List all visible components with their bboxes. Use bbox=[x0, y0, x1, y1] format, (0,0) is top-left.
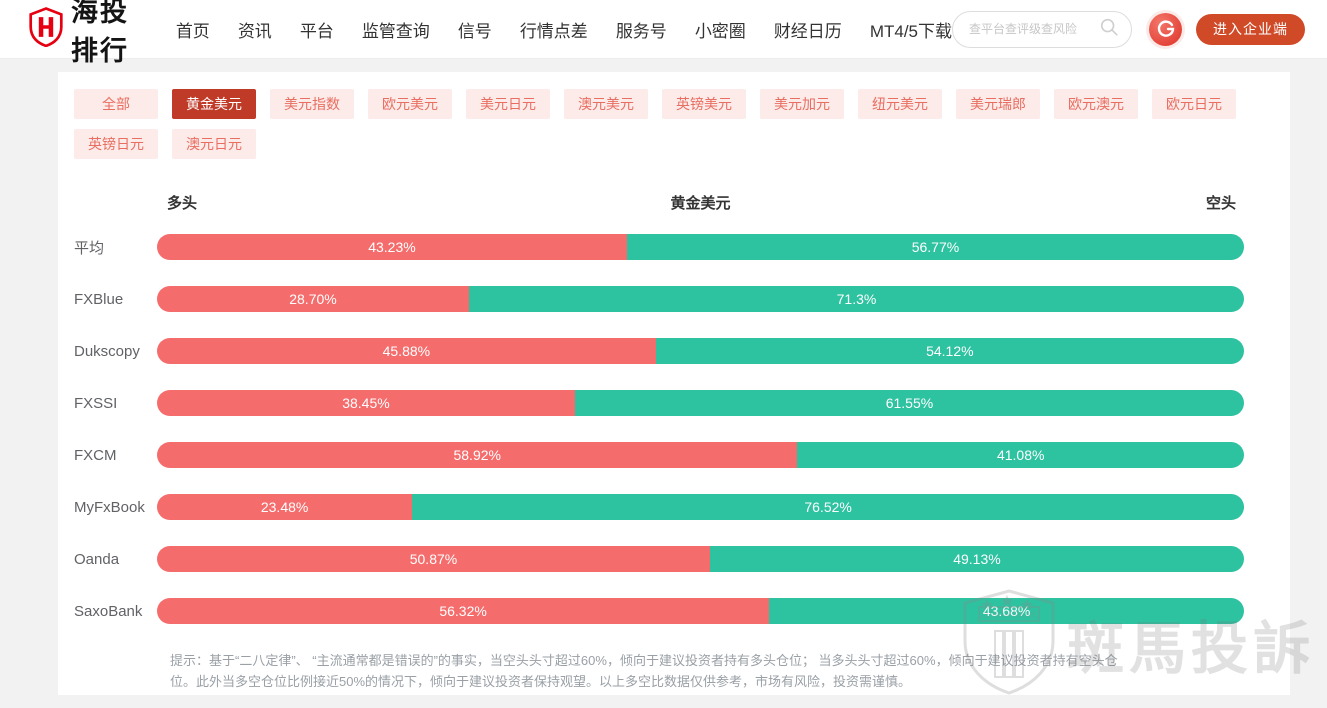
short-segment: 56.77% bbox=[626, 234, 1244, 260]
short-header-label: 空头 bbox=[1205, 195, 1236, 212]
long-segment: 23.48% bbox=[157, 494, 413, 520]
nav-item[interactable]: 信号 bbox=[457, 21, 492, 41]
chart-row: MyFxBook 23.48% 76.52% bbox=[74, 494, 1244, 520]
enter-enterprise-button[interactable]: 进入企业端 bbox=[1196, 13, 1305, 45]
short-segment: 54.12% bbox=[655, 338, 1244, 364]
long-value: 23.48% bbox=[260, 499, 309, 515]
content-card: 全部 黄金美元 美元指数 欧元美元 美元日元 澳元美元 英镑美元 美元加元 纽元美元 美元瑞郎 欧元… bbox=[58, 72, 1290, 695]
long-value: 38.45% bbox=[342, 395, 390, 411]
nav-item[interactable]: 资讯 bbox=[237, 21, 272, 41]
filter-tab[interactable]: 美元加元 bbox=[760, 89, 844, 119]
long-segment: 43.23% bbox=[157, 234, 627, 260]
filter-tab[interactable]: 全部 bbox=[74, 89, 158, 119]
short-segment: 76.52% bbox=[412, 494, 1244, 520]
long-segment: 45.88% bbox=[157, 338, 656, 364]
nav-item[interactable]: 财经日历 bbox=[773, 21, 842, 41]
filter-tab[interactable]: 黄金美元 bbox=[172, 89, 256, 119]
chart-row: FXSSI 38.45% 61.55% bbox=[74, 390, 1244, 416]
broker-label: 平均 bbox=[74, 239, 105, 257]
short-segment: 43.68% bbox=[769, 598, 1244, 624]
nav-item[interactable]: 服务号 bbox=[615, 21, 667, 41]
sentiment-bar: 50.87% 49.13% bbox=[157, 546, 1244, 572]
filter-tabs: 全部 黄金美元 美元指数 欧元美元 美元日元 澳元美元 英镑美元 美元加元 纽元美元 美元瑞郎 欧元… bbox=[58, 72, 1290, 159]
short-value: 71.3% bbox=[836, 291, 877, 307]
sentiment-bar: 43.23% 56.77% bbox=[157, 234, 1244, 260]
nav-item[interactable]: 小密圈 bbox=[694, 21, 746, 41]
long-value: 58.92% bbox=[453, 447, 501, 463]
chart-rows: 平均 43.23% 56.77% FXBlue 28.70% 71.3% Dukscopy 4… bbox=[74, 234, 1244, 624]
chart-header: 多头 黄金美元 空头 bbox=[74, 192, 1244, 212]
short-value: 56.77% bbox=[911, 239, 960, 255]
long-segment: 56.32% bbox=[157, 598, 770, 624]
chart-row: SaxoBank 56.32% 43.68% bbox=[74, 598, 1244, 624]
chart-title: 黄金美元 bbox=[670, 195, 731, 212]
filter-tab[interactable]: 美元日元 bbox=[466, 89, 550, 119]
chart-row: 平均 43.23% 56.77% bbox=[74, 234, 1244, 260]
long-segment: 38.45% bbox=[157, 390, 575, 416]
broker-label: FXCM bbox=[74, 446, 117, 464]
long-segment: 28.70% bbox=[157, 286, 469, 312]
short-value: 54.12% bbox=[926, 343, 974, 359]
sentiment-bar: 45.88% 54.12% bbox=[157, 338, 1244, 364]
broker-label: Dukscopy bbox=[74, 342, 140, 360]
sentiment-bar: 38.45% 61.55% bbox=[157, 390, 1244, 416]
broker-label: FXBlue bbox=[74, 290, 124, 308]
chart-row: FXCM 58.92% 41.08% bbox=[74, 442, 1244, 468]
sentiment-bar: 56.32% 43.68% bbox=[157, 598, 1244, 624]
top-navigation-bar: 海投排行 首页 资讯 平台 监管查询 信号 行情点差 服务号 小密圈 财经日历 MT4/5下载 进… bbox=[0, 0, 1327, 66]
search-icon[interactable] bbox=[1099, 17, 1119, 42]
search-box[interactable] bbox=[952, 10, 1132, 48]
filter-tab[interactable]: 英镑日元 bbox=[74, 129, 158, 159]
long-value: 43.23% bbox=[368, 239, 416, 255]
broker-label: SaxoBank bbox=[74, 602, 143, 620]
chart-row: FXBlue 28.70% 71.3% bbox=[74, 286, 1244, 312]
short-segment: 71.3% bbox=[468, 286, 1244, 312]
long-value: 28.70% bbox=[289, 291, 337, 307]
broker-label: MyFxBook bbox=[74, 498, 145, 516]
short-value: 61.55% bbox=[885, 395, 934, 411]
broker-label: FXSSI bbox=[74, 394, 118, 412]
site-title: 海投排行 bbox=[71, 0, 129, 66]
disclaimer-note: 提示：基于“二八定律”、 “主流通常都是错误的”的事实，当空头头寸超过60%，倾… bbox=[170, 653, 1118, 689]
filter-tab[interactable]: 欧元美元 bbox=[368, 89, 452, 119]
short-segment: 49.13% bbox=[709, 546, 1244, 572]
long-value: 56.32% bbox=[439, 603, 487, 619]
broker-label: Oanda bbox=[74, 550, 120, 568]
filter-tab[interactable]: 澳元美元 bbox=[564, 89, 648, 119]
chart-row: Dukscopy 45.88% 54.12% bbox=[74, 338, 1244, 364]
nav-item[interactable]: MT4/5下载 bbox=[869, 21, 952, 41]
short-value: 76.52% bbox=[804, 499, 852, 515]
long-segment: 50.87% bbox=[157, 546, 710, 572]
sentiment-bar: 58.92% 41.08% bbox=[157, 442, 1244, 468]
chart-row: Oanda 50.87% 49.13% bbox=[74, 546, 1244, 572]
short-value: 49.13% bbox=[953, 551, 1001, 567]
nav-item[interactable]: 首页 bbox=[175, 21, 210, 41]
nav-item[interactable]: 监管查询 bbox=[361, 21, 430, 41]
filter-tab[interactable]: 欧元日元 bbox=[1152, 89, 1236, 119]
main-nav: 首页 资讯 平台 监管查询 信号 行情点差 服务号 小密圈 财经日历 MT4/5下载 bbox=[176, 17, 952, 42]
search-input[interactable] bbox=[969, 22, 1099, 36]
filter-tab[interactable]: 美元指数 bbox=[270, 89, 354, 119]
brand-badge-icon[interactable] bbox=[1149, 12, 1182, 46]
nav-item[interactable]: 行情点差 bbox=[519, 21, 588, 41]
short-value: 43.68% bbox=[982, 603, 1031, 619]
filter-tab[interactable]: 欧元澳元 bbox=[1054, 89, 1138, 119]
filter-tab[interactable]: 澳元日元 bbox=[172, 129, 256, 159]
long-header-label: 多头 bbox=[167, 195, 198, 212]
nav-item[interactable]: 平台 bbox=[299, 21, 334, 41]
short-segment: 61.55% bbox=[574, 390, 1244, 416]
sentiment-bar: 28.70% 71.3% bbox=[157, 286, 1244, 312]
filter-tab[interactable]: 英镑美元 bbox=[662, 89, 746, 119]
short-value: 41.08% bbox=[996, 447, 1045, 463]
sentiment-bar: 23.48% 76.52% bbox=[157, 494, 1244, 520]
site-logo[interactable]: 海投排行 bbox=[28, 0, 149, 68]
filter-tab[interactable]: 美元瑞郎 bbox=[956, 89, 1040, 119]
long-value: 45.88% bbox=[382, 343, 431, 359]
filter-tab[interactable]: 纽元美元 bbox=[858, 89, 942, 119]
shield-logo-icon bbox=[28, 6, 64, 52]
long-segment: 58.92% bbox=[157, 442, 798, 468]
short-segment: 41.08% bbox=[797, 442, 1244, 468]
long-value: 50.87% bbox=[409, 551, 458, 567]
